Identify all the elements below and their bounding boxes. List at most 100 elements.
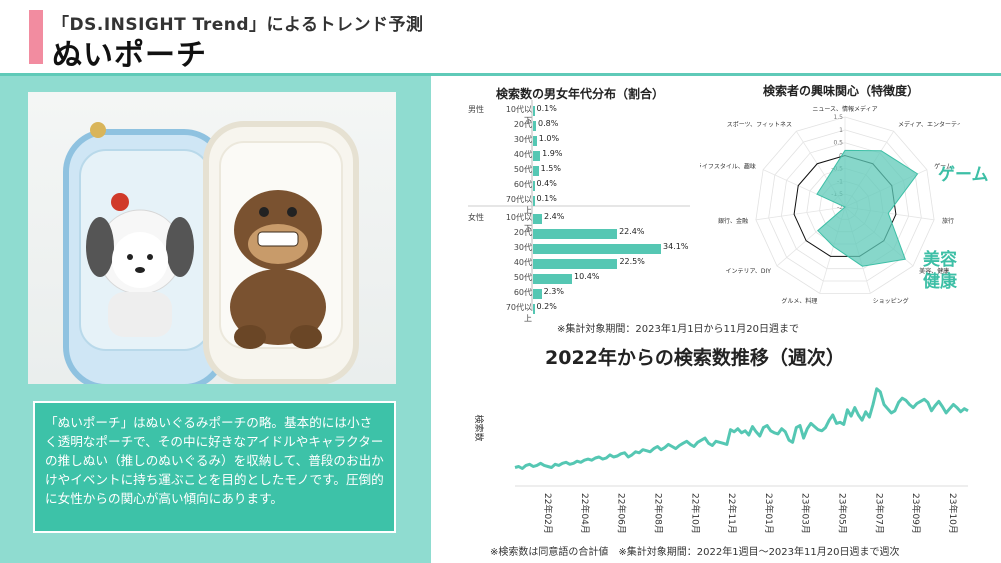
bar-row: 60代 2.3% bbox=[468, 287, 690, 301]
callout-game: ゲーム bbox=[938, 165, 989, 185]
radar-axis-label: 旅行 bbox=[942, 217, 954, 225]
bar-row: 20代 22.4% bbox=[468, 227, 690, 241]
radar-series-interest bbox=[816, 149, 919, 267]
bar-value-label: 0.1% bbox=[536, 104, 557, 113]
radar-tick-label: 1.5 bbox=[833, 114, 843, 121]
bar-value-label: 0.4% bbox=[536, 179, 557, 188]
bar bbox=[533, 196, 535, 206]
line-chart-title: 2022年からの検索数推移（週次） bbox=[545, 347, 845, 369]
bar-category-label: 10代以下 bbox=[505, 105, 532, 125]
bar-value-label: 0.2% bbox=[536, 302, 557, 311]
radar-spoke bbox=[755, 206, 846, 221]
bar-chart-title: 検索数の男女年代分布（割合） bbox=[496, 87, 665, 101]
title-accent-bar bbox=[29, 10, 43, 64]
radar-axis-label: メディア、エンターテインメント bbox=[898, 121, 960, 129]
callout-beauty: 美容 健康 bbox=[923, 249, 957, 293]
bar-value-label: 1.5% bbox=[540, 164, 561, 173]
bar bbox=[533, 121, 536, 131]
radar-tick-label: 0.5 bbox=[833, 140, 843, 147]
bar-value-label: 2.4% bbox=[544, 212, 565, 221]
radar-axis-label: スポーツ、フィットネス bbox=[727, 121, 792, 129]
age-gender-bar-chart: 男性 10代以下 0.1% 20代 0.8% 30代 1.0% 40代 1.9% 50代 1.5% 6… bbox=[468, 100, 690, 323]
radar-axis-label: グルメ、料理 bbox=[781, 297, 817, 305]
bar-row: 女性 10代以下 2.4% bbox=[468, 212, 690, 233]
x-tick-label: 23年05月 bbox=[837, 493, 849, 534]
bar bbox=[533, 214, 542, 224]
bar bbox=[533, 229, 618, 239]
radar-chart-title: 検索者の興味関心（特徴度） bbox=[763, 84, 920, 98]
bar bbox=[533, 136, 537, 146]
x-tick-label: 23年09月 bbox=[910, 493, 922, 534]
radar-axis-label: 美容、健康 bbox=[919, 267, 949, 275]
callout-beauty-line1: 美容 bbox=[923, 250, 957, 270]
x-tick-label: 22年06月 bbox=[616, 493, 628, 534]
bar-category-label: 60代 bbox=[513, 288, 532, 297]
bar-row: 70代以上 0.2% bbox=[468, 302, 690, 323]
bar-group-label: 男性 bbox=[468, 105, 484, 114]
callout-beauty-line2: 健康 bbox=[923, 272, 957, 292]
radar-axis-label: インテリア、DIY bbox=[725, 268, 771, 275]
bar-category-label: 70代以上 bbox=[505, 195, 532, 215]
radar-axis-label: ニュース、情報メディア bbox=[812, 105, 877, 113]
bar-value-label: 1.0% bbox=[538, 134, 560, 143]
x-tick-label: 22年11月 bbox=[726, 493, 738, 534]
interest-radar-chart: 1.510.50-0.5-1-1.5-2ニュース、情報メディアメディア、エンター… bbox=[700, 105, 960, 305]
bar bbox=[533, 106, 535, 116]
bar-value-label: 22.5% bbox=[619, 257, 645, 266]
bar bbox=[533, 244, 661, 254]
bar-row: 40代 1.9% bbox=[468, 149, 690, 163]
description-box: 「ぬいポーチ」はぬいぐるみポーチの略。基本的には小さく透明なポーチで、その中に好… bbox=[33, 401, 396, 533]
bar-row: 50代 1.5% bbox=[468, 164, 690, 178]
bar-category-label: 50代 bbox=[513, 165, 532, 174]
bar-category-label: 30代 bbox=[513, 135, 532, 144]
bar-value-label: 22.4% bbox=[619, 227, 645, 236]
x-tick-label: 22年10月 bbox=[689, 493, 701, 534]
bar-value-label: 10.4% bbox=[574, 272, 600, 281]
period-note: ※集計対象期間：2023年1月1日から11月20日週まで bbox=[557, 324, 800, 335]
bar-category-label: 40代 bbox=[513, 258, 532, 267]
bar-row: 50代 10.4% bbox=[468, 272, 690, 286]
bar-row: 男性 10代以下 0.1% bbox=[468, 104, 690, 125]
bar-value-label: 2.3% bbox=[543, 287, 564, 296]
bar-category-label: 70代以上 bbox=[505, 303, 532, 323]
x-tick-label: 22年04月 bbox=[579, 493, 591, 534]
product-photo bbox=[28, 92, 396, 384]
bar bbox=[533, 166, 539, 176]
radar-axis-label: ショッピング bbox=[873, 297, 909, 305]
bar-category-label: 20代 bbox=[513, 120, 532, 129]
x-tick-label: 23年07月 bbox=[873, 493, 885, 534]
bar-row: 40代 22.5% bbox=[468, 257, 690, 271]
bar-value-label: 34.1% bbox=[663, 242, 689, 251]
x-tick-label: 22年08月 bbox=[652, 493, 664, 534]
bar bbox=[533, 304, 535, 314]
bar-row: 20代 0.8% bbox=[468, 119, 690, 133]
trend-line bbox=[514, 387, 969, 470]
bar-row: 60代 0.4% bbox=[468, 179, 690, 193]
bar-row: 30代 34.1% bbox=[468, 242, 690, 256]
bar-category-label: 20代 bbox=[513, 228, 532, 237]
x-tick-label: 22年02月 bbox=[542, 493, 554, 534]
bar-category-label: 10代以下 bbox=[505, 213, 532, 233]
radar-axis-label: ゲーム bbox=[934, 162, 952, 170]
radar-axis-label: 銀行、金融 bbox=[718, 217, 748, 225]
bar-value-label: 1.9% bbox=[542, 149, 563, 158]
bar-value-label: 0.1% bbox=[536, 194, 557, 203]
bar bbox=[533, 289, 542, 299]
x-tick-label: 23年03月 bbox=[800, 493, 812, 534]
bar-row: 30代 1.0% bbox=[468, 134, 690, 148]
x-tick-label: 23年01月 bbox=[763, 493, 775, 534]
y-axis-label: 検索数 bbox=[473, 414, 485, 441]
bar-category-label: 30代 bbox=[513, 243, 532, 252]
footer-note: ※検索数は同意語の合計値 ※集計対象期間：2022年1週目〜2023年11月20… bbox=[490, 547, 900, 558]
bar bbox=[533, 151, 541, 161]
radar-grid-ring bbox=[755, 116, 935, 294]
bar-row: 70代以上 0.1% bbox=[468, 194, 690, 215]
bar bbox=[533, 259, 618, 269]
bar-category-label: 50代 bbox=[513, 273, 532, 282]
bar-category-label: 60代 bbox=[513, 180, 532, 189]
bar-category-label: 40代 bbox=[513, 150, 532, 159]
radar-tick-label: 1 bbox=[839, 127, 843, 134]
page-subtitle: 「DS.INSIGHT Trend」によるトレンド予測 bbox=[52, 15, 424, 35]
bar bbox=[533, 274, 573, 284]
bar bbox=[533, 181, 535, 191]
